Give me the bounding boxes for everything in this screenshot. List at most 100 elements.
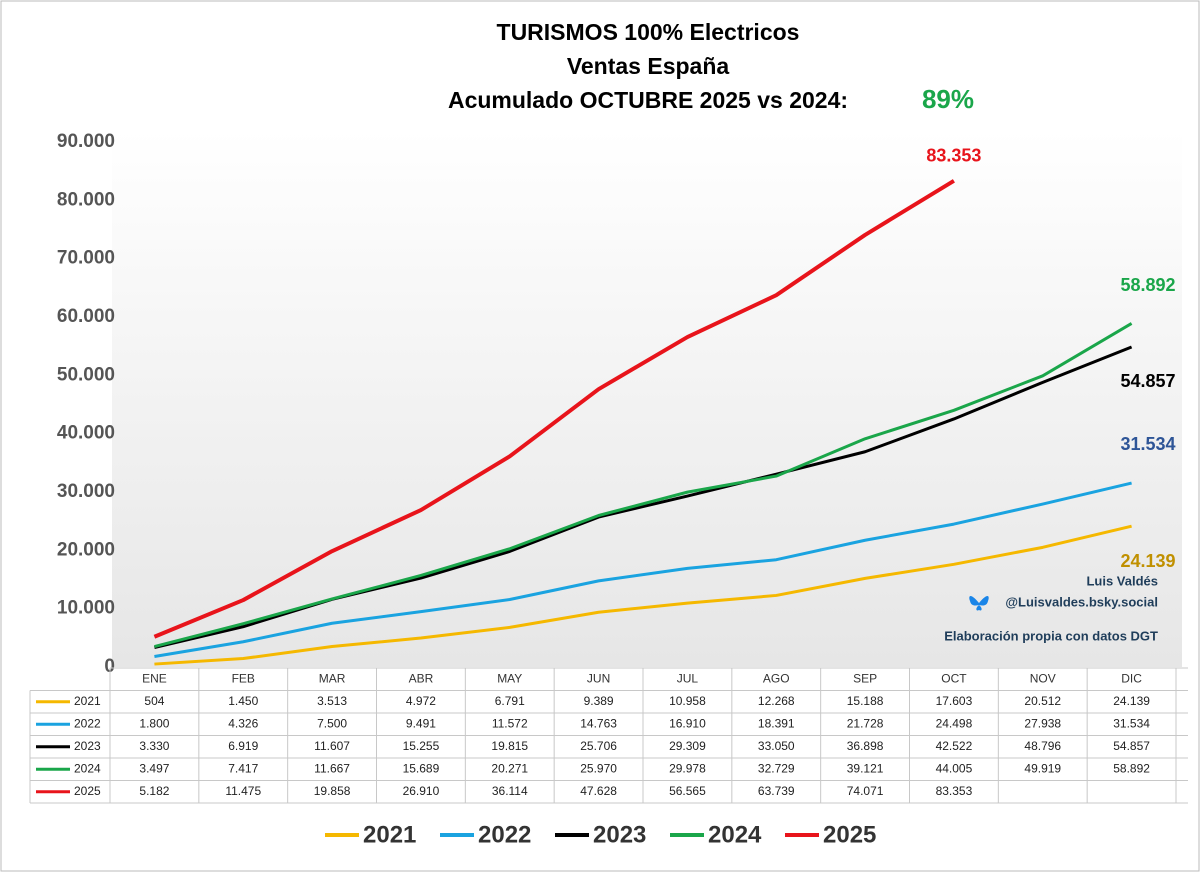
table-cell: 33.050 [758, 739, 795, 753]
y-tick-label: 30.000 [57, 481, 115, 502]
table-cell: 10.958 [669, 694, 706, 708]
x-tick-label: ENE [142, 671, 167, 685]
table-cell: 9.389 [584, 694, 614, 708]
legend-label: 2023 [593, 821, 646, 848]
table-cell: 31.534 [1113, 716, 1150, 730]
x-tick-label: AGO [763, 671, 790, 685]
legend-label: 2022 [478, 821, 531, 848]
credit: Elaboración propia con datos DGT [944, 628, 1158, 643]
legend-label: 2025 [823, 821, 876, 848]
table-cell: 19.815 [491, 739, 528, 753]
table-cell: 27.938 [1024, 716, 1061, 730]
table-cell: 42.522 [936, 739, 973, 753]
y-tick-label: 80.000 [57, 189, 115, 210]
y-tick-label: 0 [104, 656, 115, 677]
y-tick-label: 40.000 [57, 423, 115, 444]
table-cell: 7.417 [228, 761, 258, 775]
table-cell: 15.689 [403, 761, 440, 775]
chart-title: Ventas España [567, 53, 730, 79]
x-tick-label: SEP [853, 671, 877, 685]
table-cell: 3.497 [139, 761, 169, 775]
table-cell: 17.603 [936, 694, 973, 708]
plot-background [112, 130, 1182, 667]
table-cell: 4.326 [228, 716, 258, 730]
annotation: 89% [922, 84, 974, 114]
table-cell: 16.910 [669, 716, 706, 730]
row-label: 2023 [74, 739, 101, 753]
table-cell: 14.763 [580, 716, 617, 730]
series-line [154, 322, 1133, 649]
end-label: 83.353 [926, 146, 981, 166]
credit: Luis Valdés [1086, 573, 1158, 588]
table-cell: 11.572 [492, 716, 528, 730]
table-cell: 9.491 [406, 716, 436, 730]
table-cell: 1.800 [139, 716, 169, 730]
table-cell: 6.919 [228, 739, 258, 753]
row-label: 2025 [74, 784, 101, 798]
table-cell: 36.898 [847, 739, 884, 753]
table-cell: 11.607 [314, 739, 350, 753]
x-tick-label: OCT [941, 671, 967, 685]
x-tick-label: MAR [319, 671, 346, 685]
row-label: 2024 [74, 761, 101, 775]
x-tick-label: JUN [587, 671, 610, 685]
table-cell: 36.114 [492, 784, 528, 798]
x-tick-label: NOV [1030, 671, 1056, 685]
table-cell: 3.330 [139, 739, 169, 753]
legend-label: 2024 [708, 821, 762, 848]
table-cell: 19.858 [314, 784, 351, 798]
table-cell: 29.978 [669, 761, 706, 775]
x-tick-label: JUL [677, 671, 699, 685]
table-cell: 18.391 [758, 716, 795, 730]
table-cell: 5.182 [139, 784, 169, 798]
chart-title: Acumulado OCTUBRE 2025 vs 2024: [448, 87, 848, 113]
end-label: 24.139 [1120, 551, 1175, 571]
x-tick-label: MAY [497, 671, 522, 685]
y-tick-label: 70.000 [57, 248, 115, 269]
table-cell: 29.309 [669, 739, 706, 753]
table-cell: 25.970 [580, 761, 617, 775]
end-label: 58.892 [1120, 275, 1175, 295]
table-cell: 54.857 [1113, 739, 1150, 753]
series-line [154, 524, 1132, 666]
table-cell: 26.910 [403, 784, 440, 798]
table-cell: 3.513 [317, 694, 347, 708]
table-cell: 47.628 [580, 784, 617, 798]
series-line [154, 481, 1132, 658]
table-cell: 49.919 [1024, 761, 1061, 775]
credit: @Luisvaldes.bsky.social [1005, 594, 1158, 609]
table-cell: 56.565 [669, 784, 706, 798]
table-cell: 58.892 [1113, 761, 1150, 775]
table-cell: 48.796 [1024, 739, 1061, 753]
end-label: 31.534 [1120, 434, 1175, 454]
table-cell: 12.268 [758, 694, 795, 708]
y-tick-label: 50.000 [57, 364, 115, 385]
table-cell: 39.121 [847, 761, 884, 775]
table-cell: 7.500 [317, 716, 347, 730]
table-cell: 24.139 [1113, 694, 1150, 708]
table-cell: 504 [144, 694, 164, 708]
y-tick-label: 60.000 [57, 306, 115, 327]
table-cell: 6.791 [495, 694, 525, 708]
y-tick-label: 90.000 [57, 131, 115, 152]
table-cell: 11.475 [225, 784, 261, 798]
table-cell: 83.353 [936, 784, 973, 798]
end-label: 54.857 [1120, 371, 1175, 391]
bluesky-icon [969, 595, 989, 611]
table-cell: 20.271 [491, 761, 528, 775]
legend-label: 2021 [363, 821, 416, 848]
table-cell: 21.728 [847, 716, 884, 730]
row-label: 2021 [74, 694, 101, 708]
table-cell: 44.005 [936, 761, 973, 775]
y-tick-label: 20.000 [57, 539, 115, 560]
x-tick-label: ABR [409, 671, 434, 685]
chart-title: TURISMOS 100% Electricos [497, 19, 800, 45]
y-tick-label: 10.000 [57, 598, 115, 619]
table-cell: 24.498 [936, 716, 973, 730]
table-cell: 32.729 [758, 761, 795, 775]
x-tick-label: FEB [232, 671, 255, 685]
row-label: 2022 [74, 716, 101, 730]
series-line [153, 179, 955, 639]
table-cell: 63.739 [758, 784, 795, 798]
